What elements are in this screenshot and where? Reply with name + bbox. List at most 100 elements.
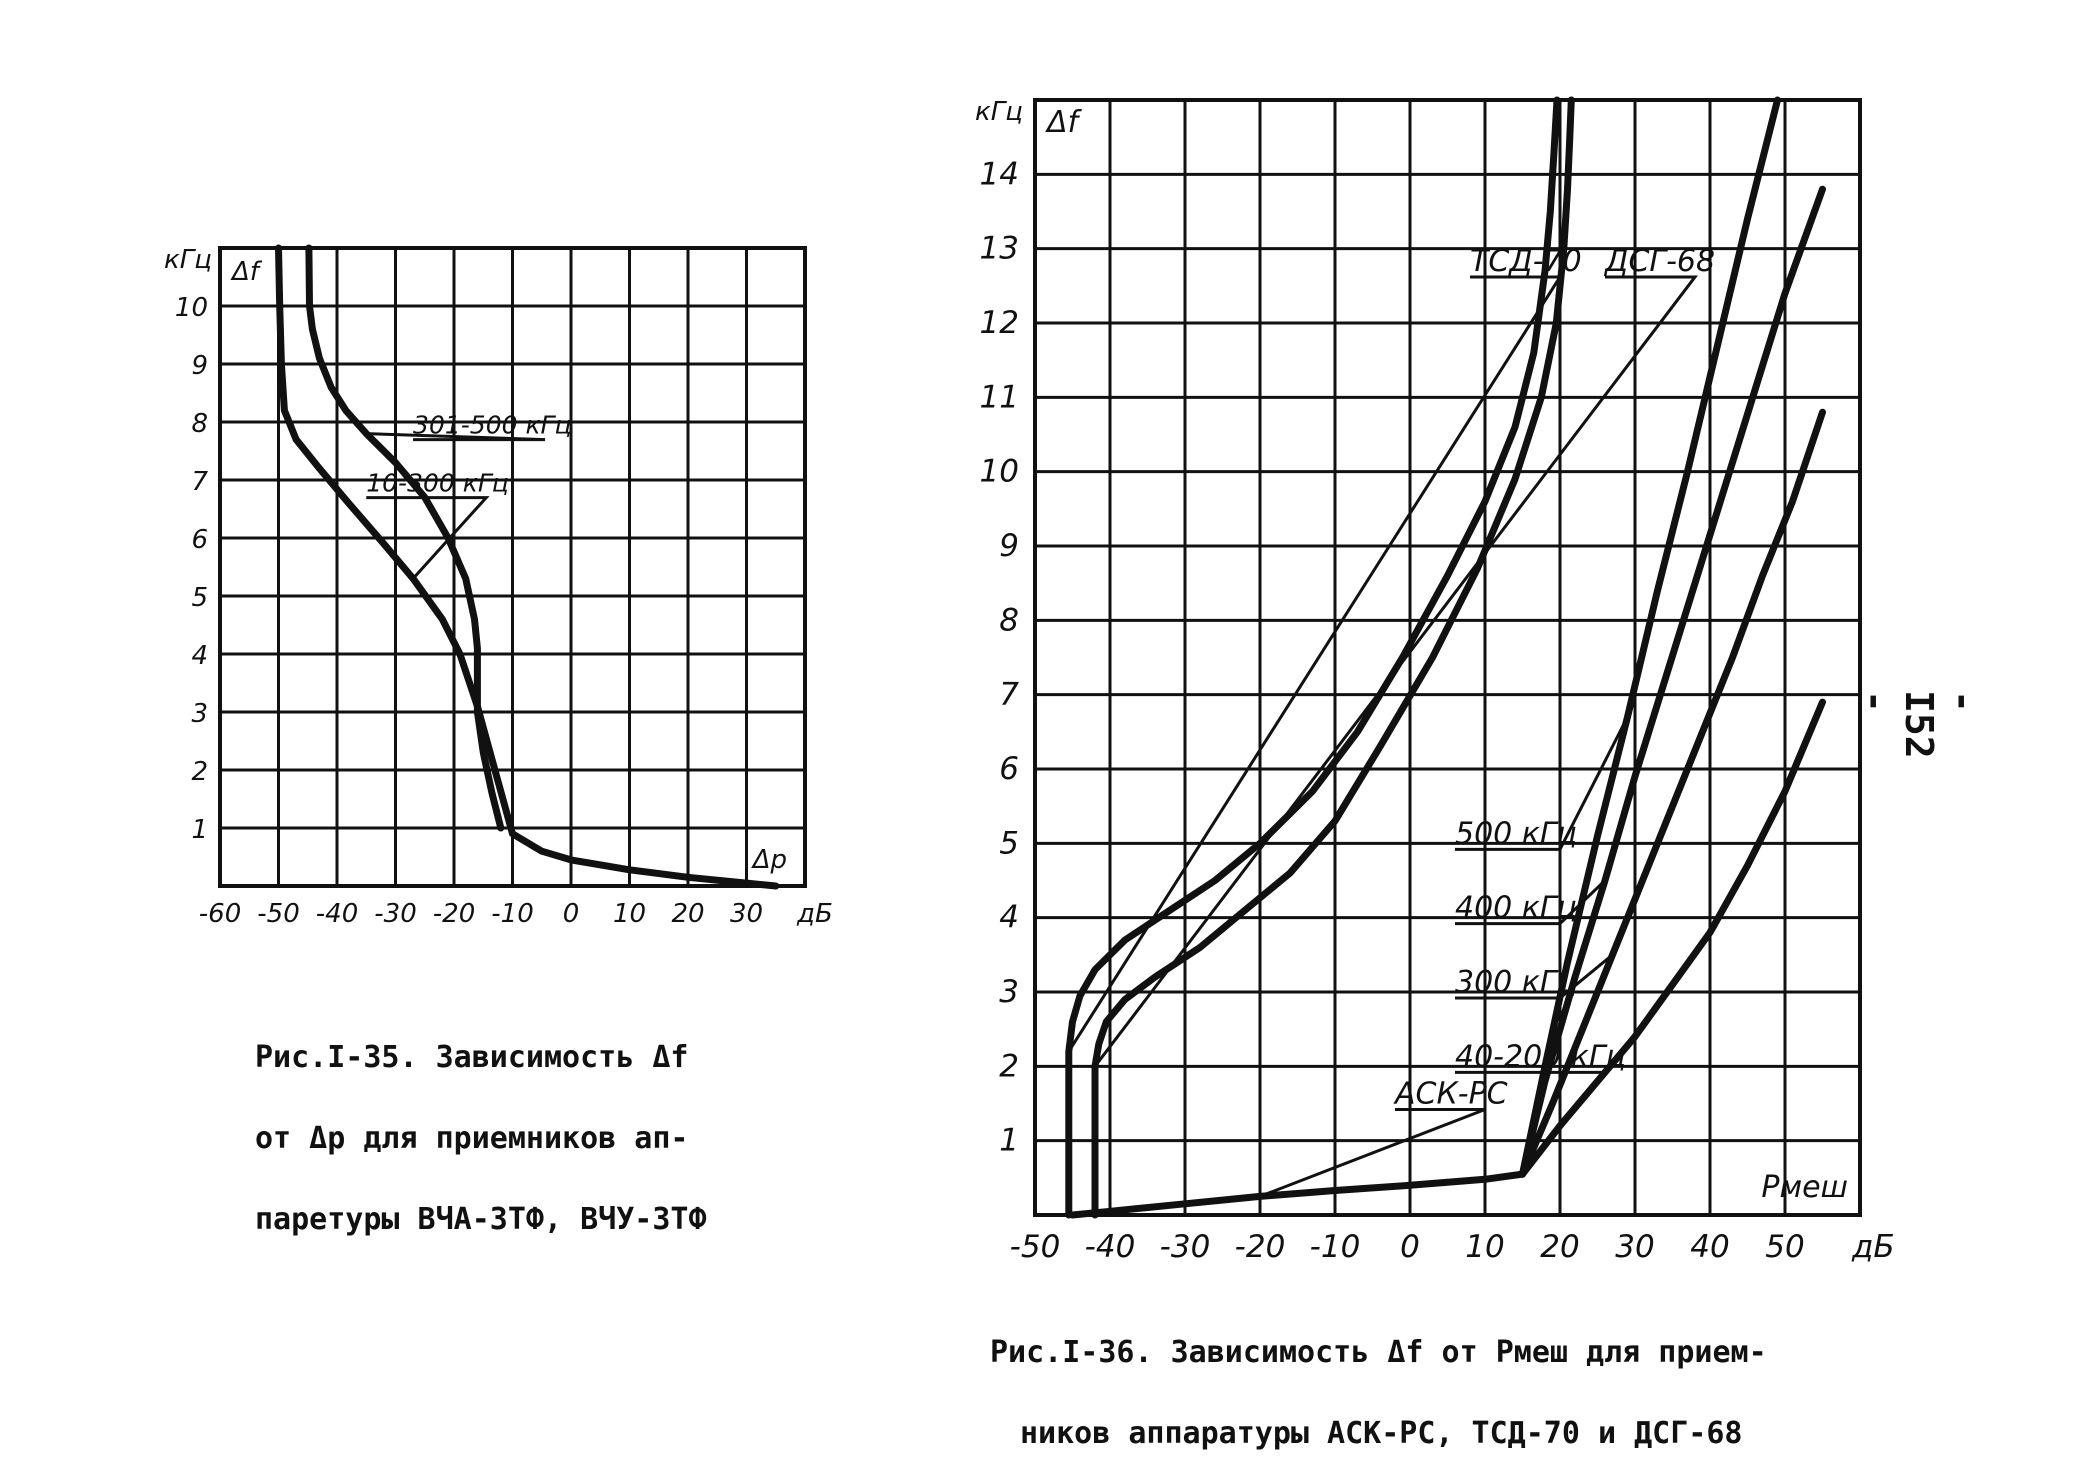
chart-left-y-tick-labels: 1 2 3 4 5 6 7 8 9 10: [175, 293, 209, 845]
series-label-leader: [1455, 983, 1674, 1074]
chart-left-x-axis-label: Δp: [751, 845, 787, 875]
y-tick-label: 10: [175, 293, 208, 323]
x-tick-label: -50: [257, 899, 299, 929]
chart-left-series: [275, 244, 780, 890]
chart-left-frame: [218, 246, 807, 888]
x-tick-label: 0: [563, 899, 580, 929]
series-line: [1519, 408, 1826, 1178]
y-tick-label: 6: [191, 525, 208, 555]
x-tick-label: 30: [1615, 1229, 1654, 1265]
chart-right-series-labels: ТСД-70 ДСГ-68 АСК-РС 500 кГц 400 кГц 300 кГц 4…: [1067, 244, 1715, 1198]
series-label: 400 кГц: [1455, 891, 1577, 926]
series-line: [1519, 96, 1781, 1178]
series-label-leader: [1067, 275, 1563, 1053]
y-tick-label: 1: [999, 1123, 1019, 1159]
caption-line: Рис.I-36. Зависимость Δf от Pмеш для при…: [990, 1335, 1767, 1370]
x-tick-label: -30: [374, 899, 416, 929]
caption-line: паретуры ВЧА-ЗТФ, ВЧУ-ЗТФ: [255, 1202, 707, 1237]
y-tick-label: 2: [191, 757, 208, 787]
y-tick-label: 5: [191, 583, 208, 613]
series-label-leader: [1455, 953, 1614, 1000]
chart-right-x-unit: дБ: [1851, 1229, 1895, 1265]
x-tick-label: 50: [1765, 1229, 1804, 1265]
chart-left-grid: [220, 248, 805, 886]
series-label-leader: [1455, 716, 1629, 851]
chart-right: -50 -40 -30 -20 -10 0 10 20 30 40 50 1234567891011…: [975, 96, 1895, 1265]
y-tick-label: 13: [980, 231, 1019, 267]
y-tick-label: 5: [999, 825, 1019, 861]
x-tick-label: 10: [1465, 1229, 1504, 1265]
caption-line: ников аппаратуры АСК-РС, ТСД-70 и ДСГ-68: [1020, 1416, 1743, 1451]
x-tick-label: 10: [613, 899, 646, 929]
y-tick-label: 8: [999, 602, 1019, 638]
series-label: 500 кГц: [1455, 816, 1577, 851]
chart-right-caption: Рис.I-36. Зависимость Δf от Pмеш для при…: [990, 1285, 1767, 1474]
chart-right-x-tick-labels: -50 -40 -30 -20 -10 0 10 20 30 40 50: [1010, 1229, 1805, 1265]
series-line: [1519, 185, 1826, 1178]
series-line: [275, 244, 780, 890]
y-tick-label: 9: [999, 528, 1019, 564]
x-tick-label: -10: [1310, 1229, 1361, 1265]
y-tick-label: 10: [980, 454, 1019, 490]
chart-left-x-unit: дБ: [796, 899, 833, 929]
x-tick-label: 0: [1400, 1229, 1420, 1265]
x-tick-label: -20: [1235, 1229, 1286, 1265]
series-label-leader: [1259, 1108, 1486, 1198]
x-tick-label: -60: [199, 899, 241, 929]
x-tick-label: -30: [1160, 1229, 1211, 1265]
y-tick-label: 4: [191, 641, 208, 671]
series-label: 300 кГц: [1455, 965, 1577, 1000]
chart-right-y-unit: кГц: [975, 97, 1023, 127]
y-tick-label: 2: [999, 1048, 1019, 1084]
x-tick-label: -20: [433, 899, 475, 929]
series-label: ТСД-70: [1470, 244, 1582, 279]
y-tick-label: 12: [980, 305, 1019, 341]
series-label-leader: [366, 432, 546, 442]
y-tick-label: 8: [191, 409, 208, 439]
y-tick-label: 14: [980, 156, 1019, 192]
y-tick-label: 7: [999, 677, 1019, 713]
series-label: 10-300 кГц: [366, 469, 509, 498]
y-tick-label: 6: [999, 751, 1019, 787]
series-label-leader: [1455, 879, 1607, 926]
chart-left-x-tick-labels: -60 -50 -40 -30 -20 -10 0 10 20 30: [199, 899, 763, 929]
chart-left-y-unit: кГц: [164, 245, 212, 275]
y-tick-label: 7: [191, 467, 208, 497]
y-tick-label: 11: [980, 379, 1019, 415]
series-label: АСК-РС: [1393, 1077, 1508, 1112]
chart-right-x-axis-label: Pмеш: [1761, 1170, 1848, 1205]
x-tick-label: -40: [1085, 1229, 1136, 1265]
y-tick-label: 3: [999, 974, 1019, 1010]
series-label-leader: [366, 496, 490, 580]
y-tick-label: 3: [191, 699, 208, 729]
x-tick-label: -40: [316, 899, 358, 929]
x-tick-label: 40: [1690, 1229, 1729, 1265]
page-number: - I52 -: [1853, 690, 1985, 759]
series-label: 40-200 кГц: [1455, 1039, 1626, 1074]
chart-left: -60 -50 -40 -30 -20 -10 0 10 20 30 1 2 3 4 5 6 7 8 9 10 30…: [164, 244, 833, 929]
x-tick-label: -50: [1010, 1229, 1061, 1265]
series-line: [1091, 96, 1575, 1219]
chart-right-series: [1065, 96, 1826, 1219]
chart-left-caption: Рис.I-35. Зависимость Δf от Δp для прием…: [255, 990, 707, 1260]
x-tick-label: 20: [1540, 1229, 1579, 1265]
caption-line: от Δp для приемников ап-: [255, 1121, 689, 1156]
x-tick-label: 30: [730, 899, 763, 929]
x-tick-label: -10: [491, 899, 533, 929]
y-tick-label: 4: [999, 900, 1019, 936]
y-tick-label: 9: [191, 351, 208, 381]
caption-line: Рис.I-35. Зависимость Δf: [255, 1040, 689, 1075]
y-tick-label: 1: [191, 815, 208, 845]
series-line: [1519, 698, 1826, 1178]
chart-left-y-axis-label: Δf: [230, 257, 263, 287]
series-label-leader: [1093, 275, 1699, 1068]
chart-right-frame: [1033, 98, 1862, 1217]
series-line: [1069, 1170, 1526, 1219]
series-line: [1065, 96, 1561, 1219]
series-label: ДСГ-68: [1603, 244, 1715, 279]
chart-right-y-axis-label: Δf: [1045, 105, 1083, 140]
x-tick-label: 20: [671, 899, 704, 929]
